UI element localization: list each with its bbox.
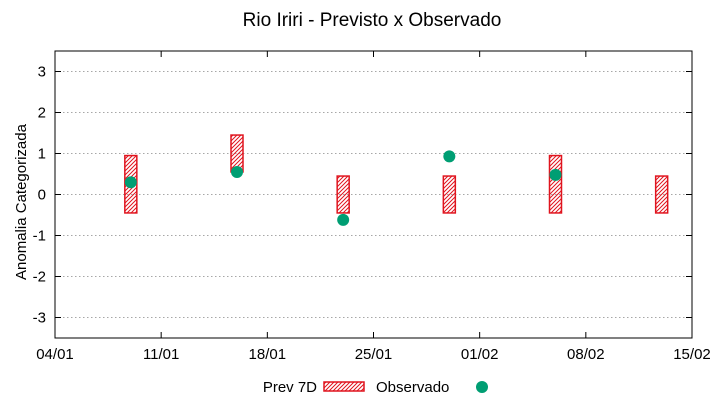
y-tick-label: -2 xyxy=(33,269,46,286)
x-tick-label: 01/02 xyxy=(461,346,499,363)
grid-lines xyxy=(55,71,692,318)
x-tick-label: 11/01 xyxy=(143,346,179,363)
legend: Prev 7D Observado xyxy=(263,379,488,396)
y-tick-label: 2 xyxy=(38,105,46,122)
forecast-box xyxy=(548,154,563,214)
observed-point xyxy=(337,213,350,226)
legend-swatch-prev xyxy=(323,381,365,392)
y-tick-label: -1 xyxy=(33,228,46,245)
observed-point xyxy=(549,168,562,181)
y-tick-label: 0 xyxy=(38,187,46,204)
y-tick-label: 1 xyxy=(38,146,46,163)
chart-title: Rio Iriri - Previsto x Observado xyxy=(243,10,502,31)
legend-label-prev: Prev 7D xyxy=(263,379,317,396)
data-marks xyxy=(124,134,669,226)
y-tick-label: 3 xyxy=(38,64,46,81)
forecast-box xyxy=(336,175,350,214)
plot-frame xyxy=(54,50,693,339)
legend-marker-observado xyxy=(476,381,488,393)
observed-point xyxy=(231,165,243,178)
axes: -3 -2 -1 0 1 2 3 04/01 11/01 18/01 25/01 01/02 08/02… xyxy=(33,50,711,363)
observed-point xyxy=(124,176,137,189)
x-tick-label: 08/02 xyxy=(567,346,605,363)
observed-point xyxy=(443,150,456,163)
forecast-box xyxy=(654,175,669,214)
x-tick-label: 04/01 xyxy=(36,346,74,363)
x-tick-label: 15/02 xyxy=(673,346,711,363)
forecast-box xyxy=(442,175,457,214)
y-axis-label: Anomalia Categorizada xyxy=(13,123,30,280)
x-tick-label: 18/01 xyxy=(249,346,287,363)
x-tick-label: 25/01 xyxy=(355,346,393,363)
legend-label-observado: Observado xyxy=(376,379,449,396)
y-tick-label: -3 xyxy=(33,310,46,327)
